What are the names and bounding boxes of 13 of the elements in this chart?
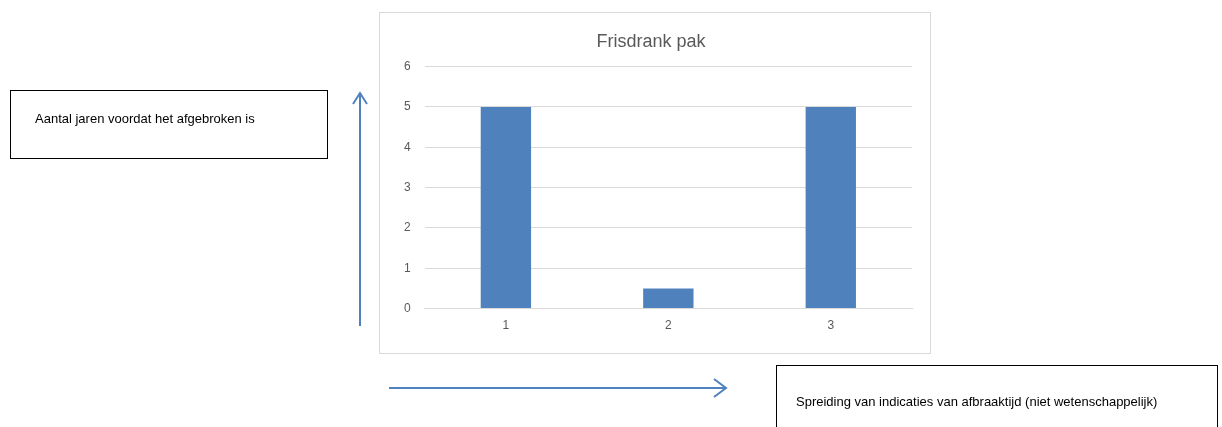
x-tick-label: 3	[827, 318, 835, 333]
chart-title: Frisdrank pak	[596, 30, 707, 51]
y-tick-label: 0	[403, 300, 411, 315]
y-tick-label: 1	[403, 260, 411, 275]
y-tick-label: 5	[403, 99, 411, 114]
y-tick-label: 4	[403, 139, 411, 154]
y-tick-label: 2	[403, 220, 411, 235]
text: Aantal jaren voordat het afgebroken is	[35, 111, 255, 126]
y-tick-label: 6	[403, 58, 411, 73]
x-tick-label: 1	[502, 318, 510, 333]
x-tick-label: 2	[664, 318, 672, 333]
text: Spreiding van indicaties van afbraaktijd (niet wetenschappelijk)	[796, 394, 1158, 409]
y-tick-label: 3	[403, 179, 411, 194]
